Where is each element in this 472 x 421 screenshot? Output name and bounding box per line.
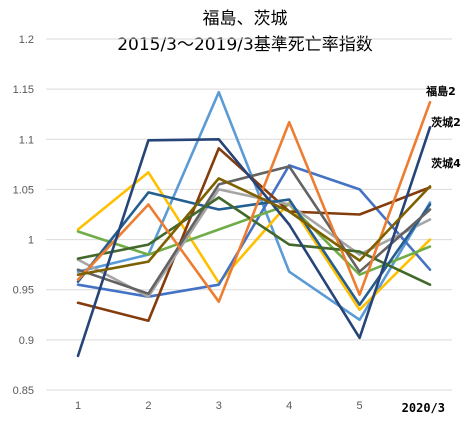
y-tick-label: 1.05 [13,184,34,196]
series-line [76,171,432,312]
x-tick-label: 1 [75,400,81,412]
x-tick-label: 5 [357,400,363,412]
x-tick-label: 4 [286,400,292,412]
corner-note: 2020/3 [402,401,445,415]
x-axis-ticks: 1 2 3 4 5 [75,400,363,412]
series-end-labels: 福島2 茨城2 茨城4 [425,84,461,170]
series-line [76,126,432,358]
y-tick-label: 1 [28,235,34,247]
series-line [76,191,432,307]
x-tick-label: 2 [145,400,151,412]
series-line [76,177,432,277]
series-line [76,100,432,304]
y-tick-label: 1.15 [13,84,34,96]
chart-subtitle: 2015/3〜2019/3基準死亡率指数 [117,35,373,55]
y-tick-label: 1.1 [19,134,34,146]
chart-title: 福島、茨城 [203,9,288,29]
y-tick-label: 0.85 [13,385,34,397]
y-tick-label: 0.95 [13,285,34,297]
series-line [76,196,432,287]
series-end-label: 福島2 [425,84,456,98]
series-line [76,164,432,299]
y-tick-label: 0.9 [19,335,34,347]
y-tick-label: 1.2 [19,34,34,46]
x-tick-label: 3 [216,400,222,412]
series-end-label: 茨城4 [431,156,461,170]
series-end-label: 茨城2 [431,115,461,129]
series-lines [76,90,432,358]
y-axis-ticks: 0.85 0.9 0.95 1 1.05 1.1 1.15 1.2 [13,34,34,397]
series-line [76,203,432,277]
